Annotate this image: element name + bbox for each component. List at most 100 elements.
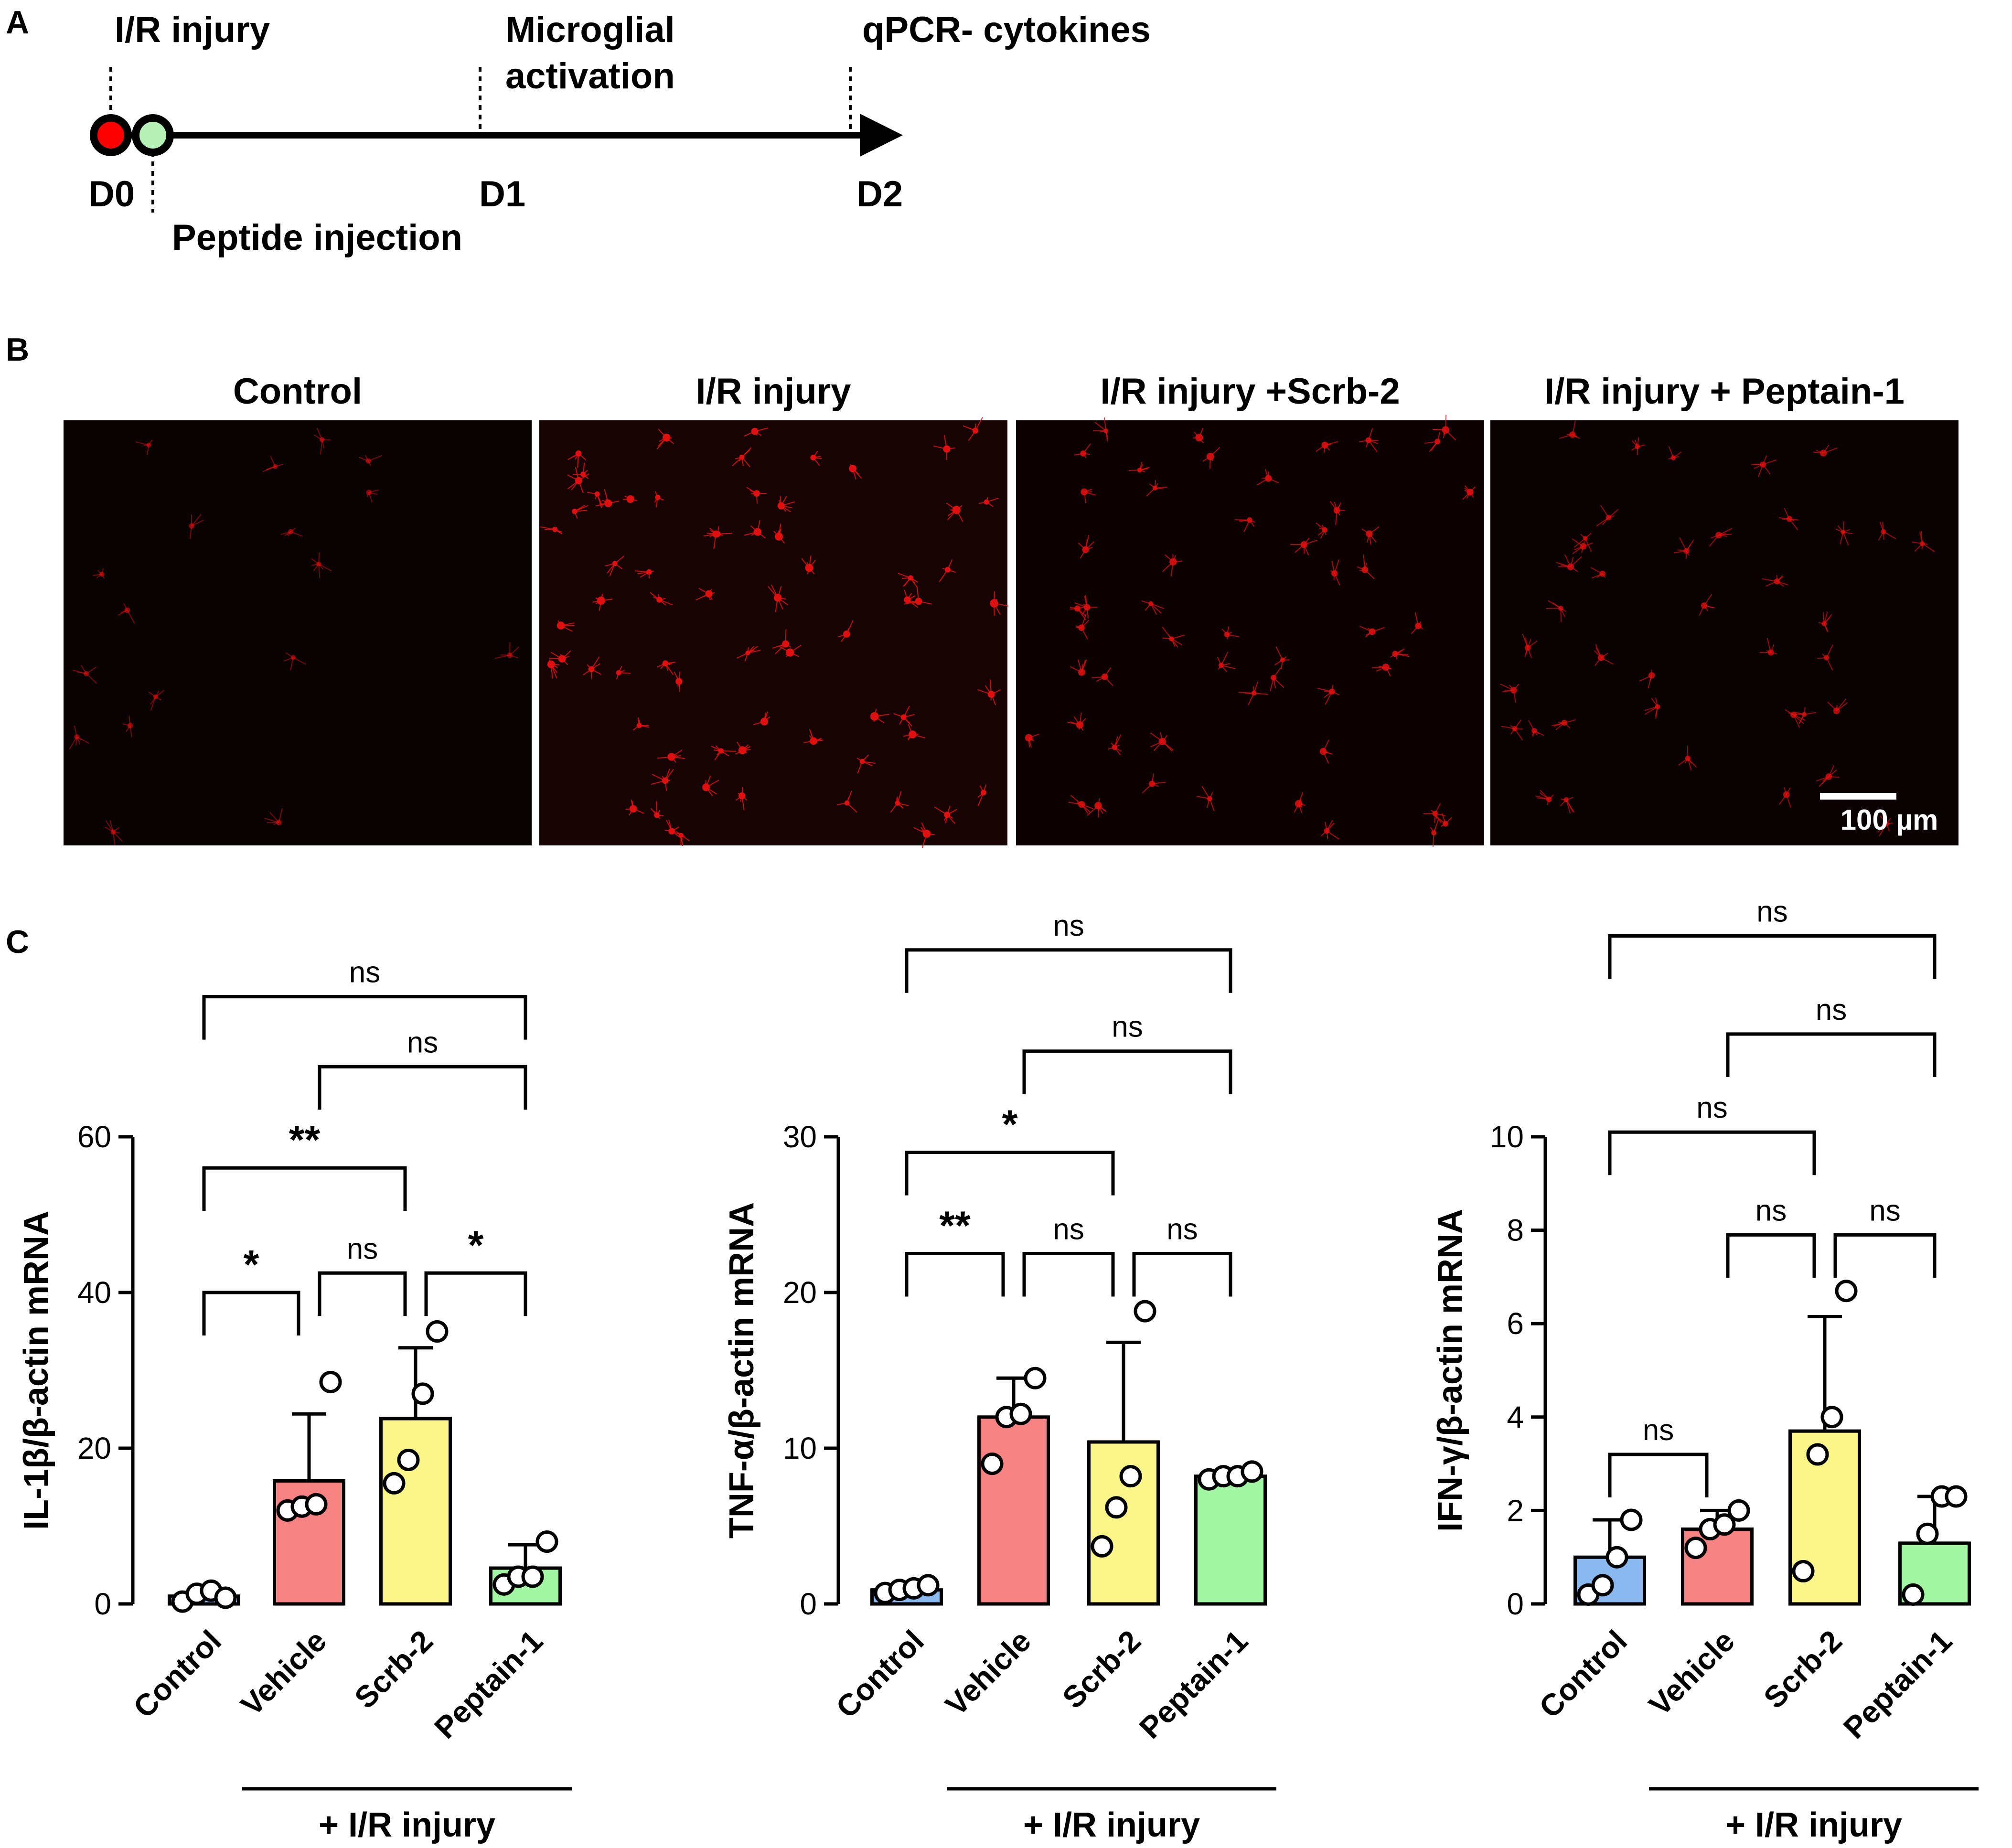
microglia-cell [810, 450, 822, 466]
significance-bracket [1608, 1130, 1816, 1175]
microglia-cell [625, 799, 644, 816]
y-tick-label: 10 [1490, 1120, 1524, 1154]
microglia-cell [702, 775, 719, 797]
significance-label: ns [1869, 1194, 1900, 1227]
data-point [214, 1586, 237, 1609]
microglia-cell [93, 568, 105, 579]
microglia-cell [1371, 663, 1392, 677]
microglia-cell [696, 588, 715, 601]
significance-label: ns [1696, 1091, 1727, 1124]
microglia-cell [990, 591, 1009, 616]
microglia-cell [1239, 682, 1268, 705]
microglia-cell [1329, 501, 1345, 525]
timeline-event-peptide-injection: Peptide injection [172, 217, 462, 258]
y-axis-label: IL-1β/β-actin mRNA [17, 1211, 55, 1530]
microglia-cell [904, 589, 919, 608]
data-point [383, 1472, 406, 1495]
data-point [1792, 1560, 1815, 1583]
y-axis-label: IFN-γ/β-actin mRNA [1431, 1209, 1469, 1532]
microglia-cell [495, 642, 520, 659]
microglia-cell [567, 467, 589, 493]
microglia-cell [735, 787, 748, 811]
microglia-cell [746, 487, 767, 504]
microglia-cell [1202, 447, 1220, 469]
category-label: Control [1532, 1624, 1634, 1725]
microglia-cell [632, 717, 650, 731]
significance-bracket [1726, 1233, 1816, 1278]
significance-bracket [318, 1065, 527, 1110]
microglia-cell [934, 806, 957, 824]
bar [379, 1417, 452, 1606]
microglia-cell [1556, 555, 1582, 572]
micrograph-scrb2 [1016, 420, 1484, 845]
microglia-cell [664, 819, 685, 840]
significance-bracket [905, 948, 1232, 993]
microglia-cell [1162, 626, 1185, 648]
microglia-cell [557, 620, 575, 632]
y-tick-label: 30 [783, 1120, 817, 1154]
microglia-cell [366, 489, 379, 502]
microglia-cell [1320, 820, 1339, 840]
microglia-cell [1668, 446, 1682, 460]
microglia-cell [1817, 644, 1833, 671]
microglia-cell [1317, 684, 1340, 705]
microglia-cell [735, 741, 751, 755]
significance-bracket [1608, 1453, 1709, 1498]
microglia-cell [283, 652, 306, 671]
panel-label-b: B [6, 331, 29, 368]
microglia-cell [803, 728, 824, 745]
microglia-cell [595, 489, 620, 507]
chart-1: 0 20 40 60 IL-1β/β-actin mRNA Control Vehicle S… [17, 956, 572, 1844]
group-label: + I/R injury [319, 1806, 495, 1844]
microglia-cell [1270, 667, 1284, 692]
group-label: + I/R injury [1725, 1806, 1902, 1844]
category-label: Control [829, 1624, 931, 1725]
microglia-cell [903, 724, 925, 741]
bar [1087, 1440, 1160, 1606]
significance-label: ns [1643, 1414, 1674, 1447]
microglia-cell [1074, 595, 1098, 619]
y-tick-label: 8 [1507, 1213, 1524, 1248]
microglia-cell [148, 690, 165, 711]
microglia-cell [1709, 528, 1733, 547]
y-tick-label: 2 [1507, 1493, 1524, 1528]
significance-bracket [905, 1252, 1005, 1297]
y-tick-label: 0 [800, 1587, 817, 1621]
data-point [1727, 1499, 1750, 1522]
category-label: Peptain-1 [1837, 1624, 1958, 1745]
category-label: Scrb-2 [1757, 1624, 1849, 1715]
timeline-event-microglial: Microglial [505, 10, 675, 50]
significance-bracket [318, 1271, 407, 1316]
data-point [1119, 1465, 1142, 1488]
microglia-cell [650, 592, 673, 606]
micrograph-peptain1 [1490, 420, 1958, 845]
microglia-cell [605, 555, 625, 576]
microglia-cell [1878, 522, 1896, 541]
microglia-cell [674, 671, 683, 692]
microglia-cell [1316, 441, 1338, 453]
microglia-cell [1162, 554, 1183, 577]
significance-label: ** [939, 1203, 971, 1248]
microglia-cell [1559, 421, 1580, 439]
microglia-cell [1073, 443, 1091, 458]
bar [977, 1415, 1050, 1606]
microglia-cell [904, 587, 932, 605]
microglia-cell [1357, 555, 1375, 579]
microglia-cell [1290, 537, 1318, 556]
microglia-cell [547, 659, 560, 679]
microglia-cell [913, 822, 935, 848]
microglia-cell [72, 664, 97, 684]
microglia-cell [189, 514, 204, 539]
data-point [521, 1565, 544, 1588]
microglia-cell [933, 435, 956, 460]
bar [1194, 1474, 1267, 1606]
data-point [397, 1448, 420, 1471]
data-point [1713, 1513, 1736, 1536]
microglia-cell [1070, 659, 1087, 676]
microglia-cell [262, 456, 284, 472]
microglia-cell [313, 427, 331, 455]
microglia-cell [1762, 575, 1789, 587]
microglia-cell [801, 555, 816, 575]
significance-bracket [202, 1166, 407, 1211]
